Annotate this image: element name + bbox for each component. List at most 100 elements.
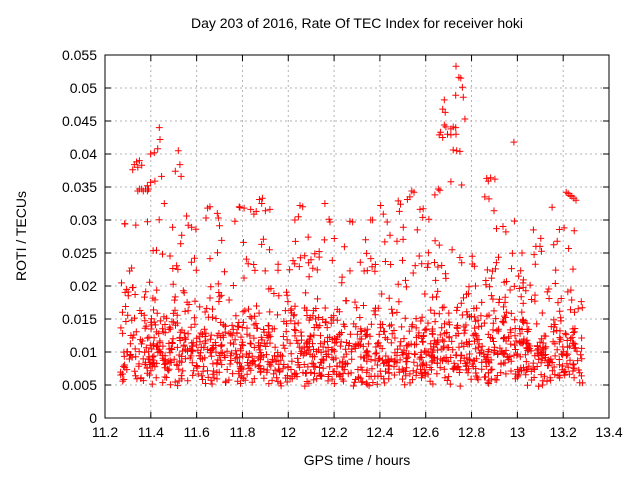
data-point-marker: [485, 380, 493, 387]
data-point-marker: [290, 312, 297, 320]
x-tick-label: 13: [510, 424, 526, 440]
data-point-marker: [118, 279, 125, 287]
data-point-marker: [239, 352, 247, 360]
data-point-marker: [456, 254, 464, 261]
data-point-marker: [163, 314, 170, 322]
data-point-marker: [124, 288, 132, 296]
data-point-marker: [191, 297, 199, 305]
data-point-marker: [542, 343, 550, 351]
data-point-marker: [124, 311, 132, 319]
data-point-marker: [568, 334, 576, 341]
data-point-marker: [310, 346, 317, 353]
data-point-marker: [531, 297, 539, 305]
data-point-marker: [255, 353, 263, 361]
data-point-marker: [409, 367, 417, 375]
data-point-marker: [132, 372, 139, 380]
data-point-marker: [376, 355, 383, 363]
data-point-marker: [244, 359, 251, 366]
data-point-marker: [500, 334, 508, 341]
data-point-marker: [270, 290, 278, 297]
data-point-marker: [466, 350, 473, 358]
data-point-marker: [271, 352, 278, 360]
data-point-marker: [376, 342, 384, 350]
data-point-marker: [266, 206, 274, 213]
data-point-marker: [240, 274, 248, 282]
data-point-marker: [238, 324, 246, 331]
data-point-marker: [382, 367, 389, 375]
data-point-marker: [500, 334, 507, 342]
data-point-marker: [348, 345, 356, 353]
data-point-marker: [164, 367, 172, 374]
data-point-marker: [395, 365, 403, 373]
data-point-marker: [578, 372, 585, 380]
data-point-marker: [438, 345, 446, 353]
data-point-marker: [145, 185, 152, 193]
data-point-marker: [183, 212, 190, 220]
data-point-marker: [230, 282, 237, 289]
data-point-marker: [314, 295, 321, 303]
data-point-marker: [325, 371, 332, 378]
data-point-marker: [297, 254, 304, 262]
data-point-marker: [142, 288, 150, 296]
data-point-marker: [524, 381, 531, 389]
data-point-marker: [379, 356, 386, 364]
data-point-marker: [438, 262, 446, 269]
data-point-marker: [217, 292, 225, 299]
data-point-marker: [147, 367, 155, 375]
data-point-marker: [541, 372, 548, 380]
data-point-marker: [239, 308, 247, 316]
data-point-marker: [234, 377, 242, 385]
data-point-marker: [202, 337, 210, 345]
data-point-marker: [253, 325, 261, 332]
data-point-marker: [386, 231, 394, 239]
data-point-marker: [482, 277, 490, 284]
data-point-marker: [550, 316, 558, 324]
data-point-marker: [516, 339, 524, 347]
data-point-marker: [421, 369, 429, 377]
data-point-marker: [303, 378, 311, 385]
data-point-marker: [362, 236, 369, 244]
data-point-marker: [213, 332, 221, 340]
data-point-marker: [374, 304, 382, 312]
data-point-marker: [253, 302, 260, 310]
data-point-marker: [283, 291, 291, 299]
data-point-marker: [511, 217, 518, 225]
data-point-marker: [467, 375, 475, 383]
data-point-marker: [213, 210, 221, 217]
data-point-marker: [311, 250, 319, 258]
data-point-marker: [424, 264, 431, 271]
data-point-marker: [431, 354, 438, 362]
data-point-marker: [356, 335, 364, 343]
data-point-marker: [566, 370, 573, 378]
data-point-marker: [294, 361, 302, 369]
data-point-marker: [352, 376, 359, 383]
data-point-marker: [493, 225, 500, 232]
data-point-marker: [223, 366, 231, 373]
data-point-marker: [499, 318, 506, 326]
data-point-marker: [368, 320, 375, 328]
x-tick-label: 11.4: [138, 424, 164, 440]
data-point-marker: [177, 372, 185, 379]
data-point-marker: [391, 349, 399, 357]
data-point-marker: [171, 293, 179, 301]
data-point-marker: [180, 341, 188, 349]
data-point-marker: [491, 175, 499, 183]
data-point-marker: [443, 344, 451, 351]
data-point-marker: [250, 334, 258, 342]
data-point-marker: [207, 335, 214, 343]
data-point-marker: [217, 319, 225, 326]
data-point-marker: [345, 342, 353, 349]
data-point-marker: [404, 353, 412, 361]
data-point-marker: [487, 366, 495, 374]
data-point-marker: [502, 228, 510, 236]
data-point-marker: [306, 332, 314, 340]
data-point-marker: [243, 330, 251, 338]
data-point-marker: [431, 191, 439, 199]
data-point-marker: [159, 325, 166, 333]
data-point-marker: [155, 330, 163, 337]
data-point-marker: [415, 329, 423, 337]
data-point-marker: [563, 337, 571, 344]
data-point-marker: [120, 363, 127, 370]
data-point-marker: [429, 330, 437, 338]
data-point-marker: [356, 258, 364, 266]
